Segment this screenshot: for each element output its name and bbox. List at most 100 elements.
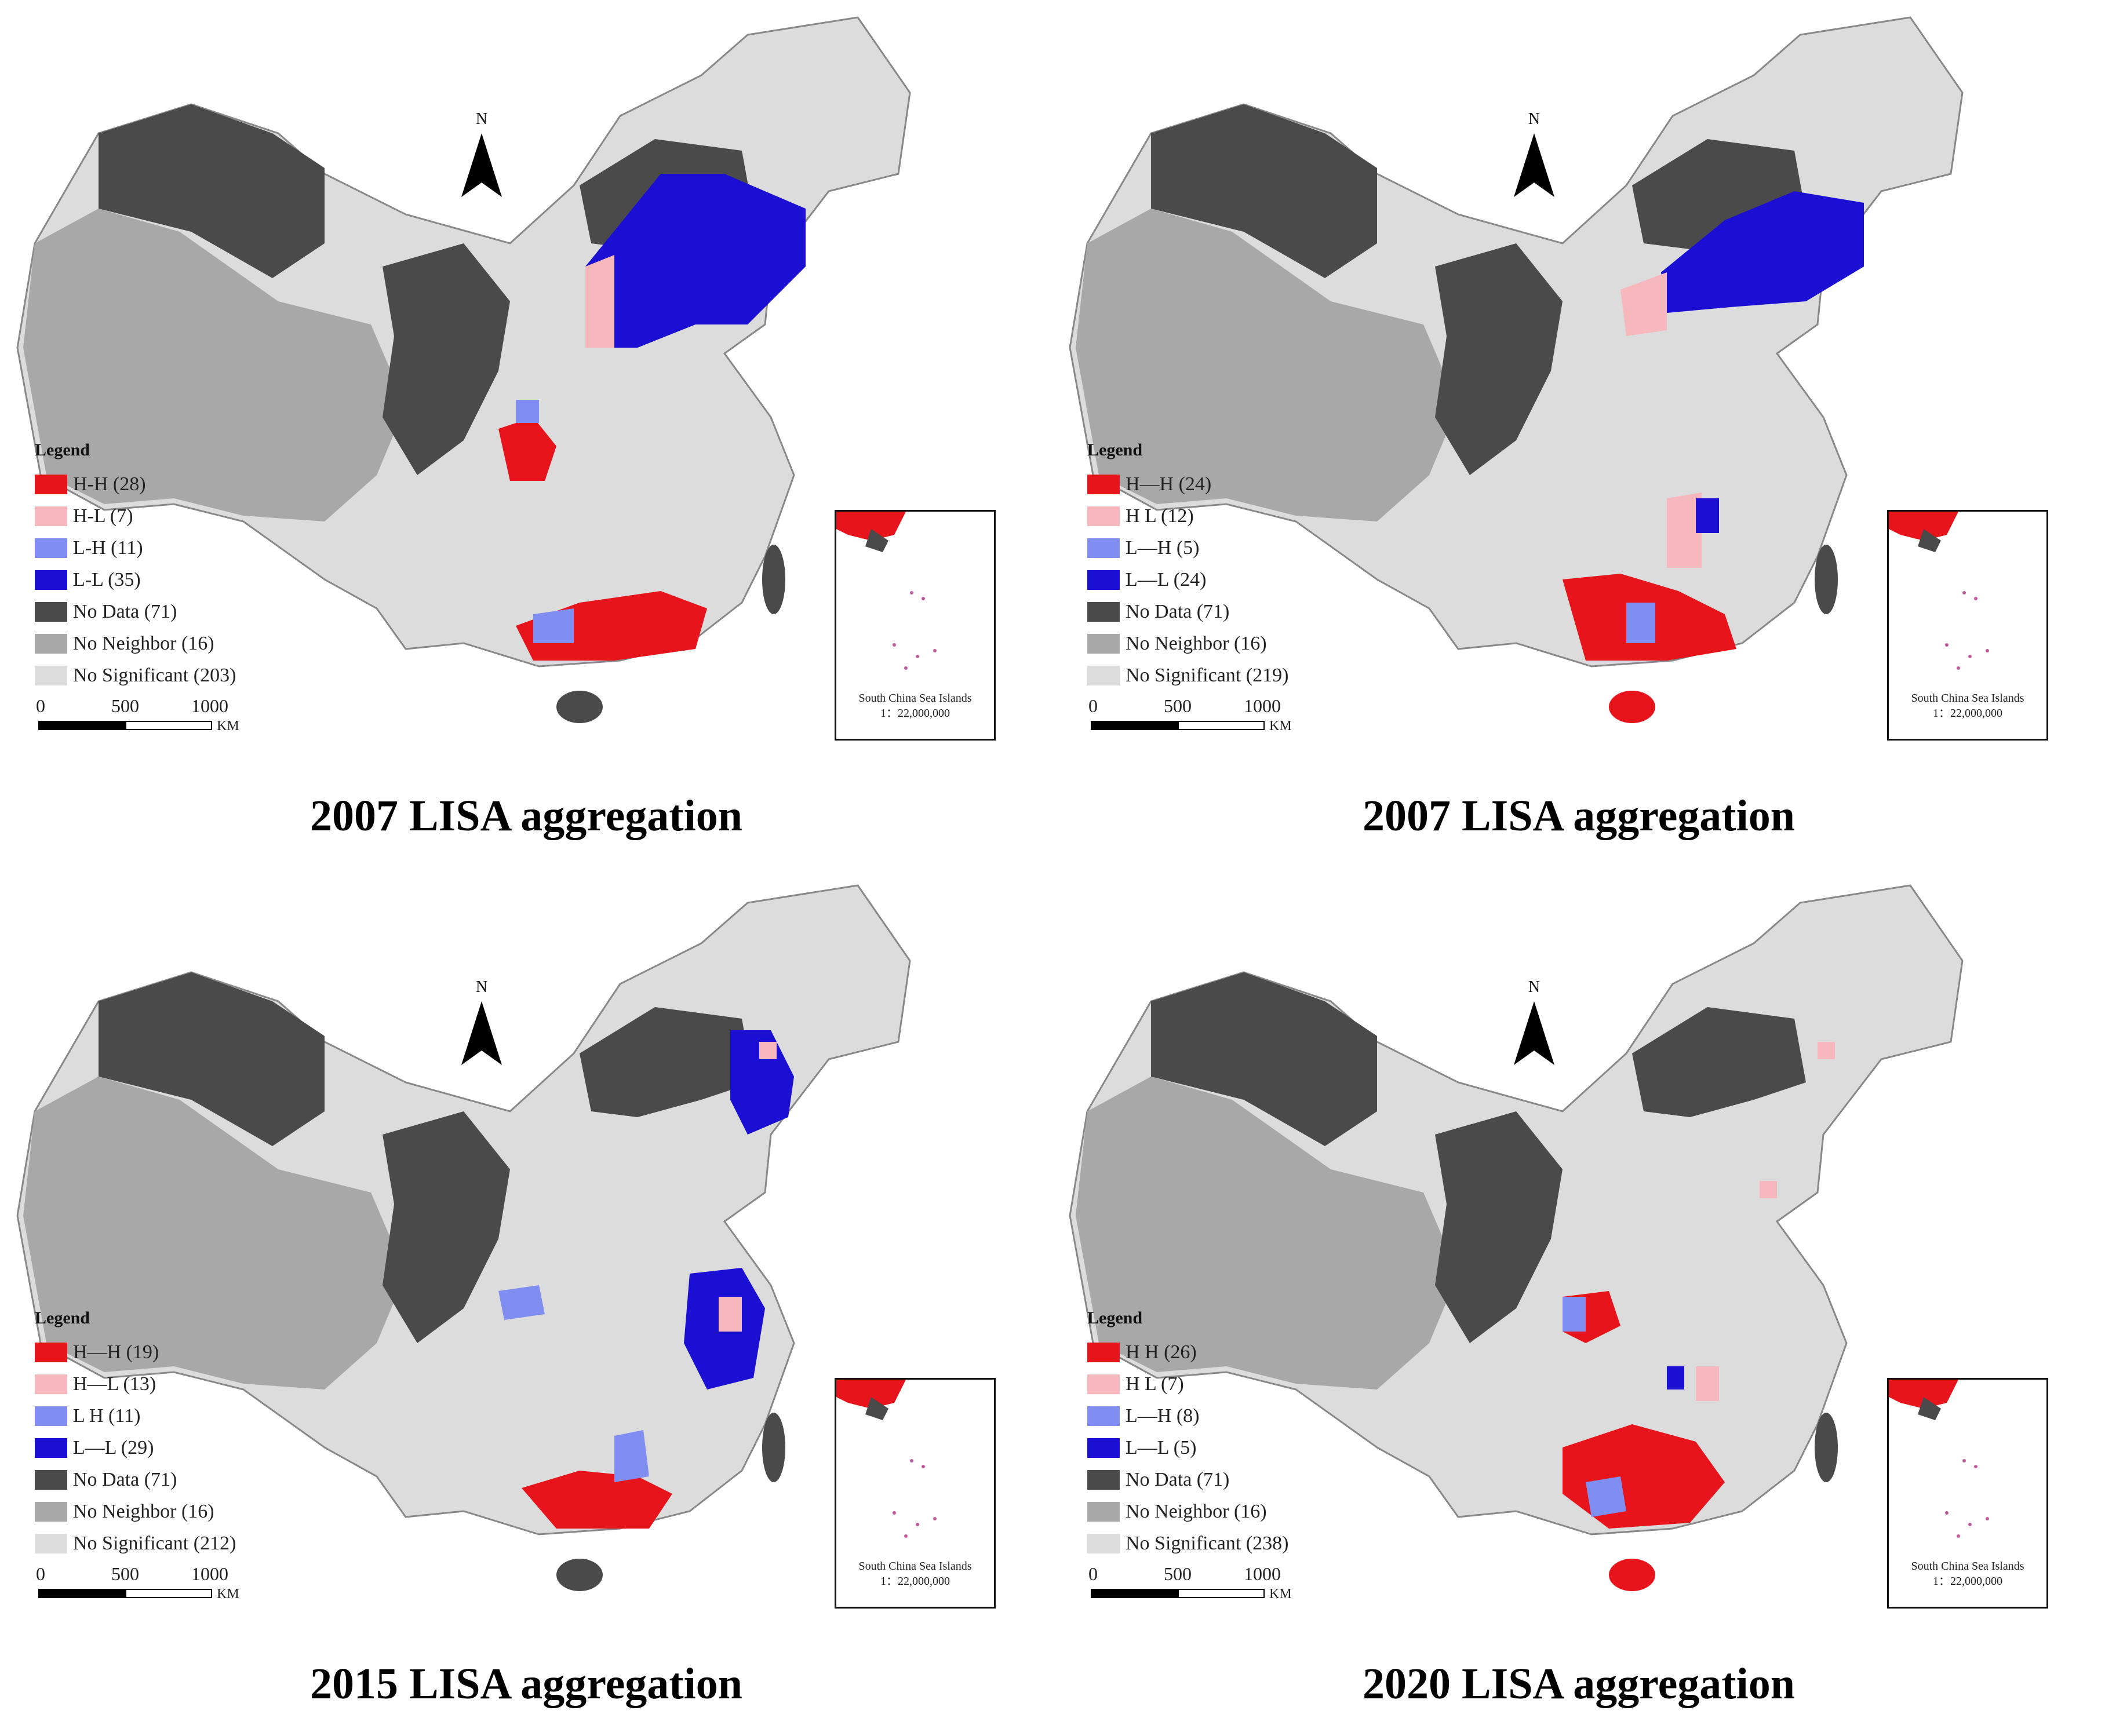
scale-segment-dark (38, 721, 125, 730)
taiwan-island (762, 545, 785, 614)
legend-label: L—L (5) (1126, 1436, 1197, 1458)
legend-label: L H (11) (73, 1405, 141, 1427)
map-panel-1: N Legend H-H (28) H-L (7) L-H (11) L-L (… (0, 0, 1052, 868)
south-china-sea-inset: South China Sea Islands 1：22,000,000 (1887, 1378, 2048, 1609)
northeast-hl-cluster (759, 1042, 777, 1059)
legend-label: No Neighbor (16) (1126, 1500, 1267, 1522)
scale-tick: 1000 (1244, 1563, 1281, 1584)
legend-item-no-significant: No Significant (203) (35, 659, 278, 691)
central-hl-cluster (1667, 493, 1702, 568)
legend-item-lh: L—H (8) (1087, 1400, 1331, 1432)
legend-swatch (35, 570, 67, 590)
central-no-data-region (383, 1111, 510, 1343)
legend-swatch (1087, 1533, 1120, 1553)
northeast-ll-cluster (585, 174, 806, 348)
scale-tick: 1000 (191, 695, 228, 716)
legend-label: H—L (13) (73, 1373, 156, 1395)
central-lh-cluster (498, 1285, 545, 1320)
china-map (16, 884, 911, 1591)
east-hl-cluster (719, 1297, 742, 1332)
scale-unit: KM (1269, 719, 1292, 734)
scale-segment-dark (1091, 1589, 1178, 1598)
legend-label: H—H (19) (73, 1341, 159, 1363)
northeast-hl-cluster (1818, 1042, 1835, 1059)
central-no-data-region (383, 243, 510, 475)
central-hh-cluster (498, 417, 556, 481)
north-arrow-icon (1514, 1001, 1554, 1065)
north-arrow-icon (1514, 133, 1554, 197)
legend-title: Legend (1087, 1308, 1143, 1327)
taiwan-island (762, 1413, 785, 1482)
scale-tick: 1000 (1244, 695, 1281, 716)
legend-swatch (1087, 1374, 1120, 1394)
legend-item-no-neighbor: No Neighbor (16) (35, 628, 278, 659)
scale-tick: 0 (1088, 1563, 1098, 1584)
legend-label: L—L (29) (73, 1436, 154, 1458)
north-label: N (475, 110, 488, 128)
north-arrow: N (1514, 110, 1554, 197)
north-label: N (475, 978, 488, 996)
legend-swatch (35, 601, 67, 622)
legend-label: No Neighbor (16) (73, 632, 214, 654)
north-arrow: N (461, 110, 502, 197)
legend-item-hl: H L (7) (1087, 1368, 1331, 1400)
legend-label: No Significant (219) (1126, 664, 1289, 686)
scale-bar: 0 500 1000 KM (1088, 695, 1292, 736)
panel-caption: 2015 LISA aggregation (309, 1660, 742, 1708)
north-arrow-icon (461, 133, 502, 197)
east-hl-cluster (1696, 1366, 1719, 1401)
legend-label: No Data (71) (73, 600, 177, 622)
legend-swatch (35, 1533, 67, 1553)
legend-label: No Neighbor (16) (1126, 632, 1267, 654)
legend-item-no-data: No Data (71) (35, 1464, 278, 1496)
hainan-island (556, 1559, 603, 1591)
south-china-sea-inset: South China Sea Islands 1：22,000,000 (1887, 510, 2048, 741)
legend-item-no-significant: No Significant (212) (35, 1527, 278, 1559)
scale-segment-light (1178, 1589, 1265, 1598)
scale-segment-dark (38, 1589, 125, 1598)
hainan-island (556, 691, 603, 723)
legend-swatch (1087, 1342, 1120, 1362)
legend-swatch (1087, 633, 1120, 654)
legend-swatch (1087, 1406, 1120, 1426)
legend-item-ll: L-L (35) (35, 564, 278, 596)
northeast-hl-cluster (1620, 272, 1667, 336)
legend-label: L—H (5) (1126, 537, 1200, 559)
map-panel-2: N Legend H—H (24) H L (12) L—H (5) L—L (… (1052, 0, 2105, 868)
legend-label: L—H (8) (1126, 1405, 1200, 1427)
legend-swatch (35, 1438, 67, 1458)
legend-swatch (35, 1469, 67, 1490)
south-lh-cluster (1626, 603, 1655, 643)
legend-item-no-data: No Data (71) (1087, 1464, 1331, 1496)
legend-item-no-significant: No Significant (219) (1087, 659, 1331, 691)
hainan-island (1609, 691, 1655, 723)
legend-swatch (35, 1406, 67, 1426)
south-lh-cluster (614, 1430, 649, 1482)
central-lh-cluster (1563, 1297, 1586, 1332)
legend-swatch (35, 1501, 67, 1522)
legend-label: L-H (11) (73, 537, 143, 559)
panel-caption: 2020 LISA aggregation (1362, 1660, 1795, 1708)
legend-swatch (35, 633, 67, 654)
legend-item-ll: L—L (24) (1087, 564, 1331, 596)
north-arrow: N (1514, 978, 1554, 1065)
legend-title: Legend (1087, 440, 1143, 459)
legend-label: H L (12) (1126, 505, 1194, 527)
legend-title: Legend (35, 1308, 90, 1327)
scale-segment-light (125, 721, 212, 730)
map-panel-4: N Legend H H (26) H L (7) L—H (8) L—L (5… (1052, 868, 2105, 1736)
legend-label: No Significant (212) (73, 1532, 236, 1554)
inset-ratio: 1：22,000,000 (880, 1575, 950, 1588)
south-lh-cluster (1586, 1476, 1626, 1517)
south-hh-cluster (522, 1471, 672, 1529)
legend-label: No Data (71) (73, 1468, 177, 1490)
legend-label: L—L (24) (1126, 568, 1207, 590)
north-arrow-icon (461, 1001, 502, 1065)
scale-tick: 500 (1164, 695, 1192, 716)
china-map (1069, 884, 1964, 1591)
legend-swatch (35, 506, 67, 526)
south-china-sea-inset: South China Sea Islands 1：22,000,000 (835, 510, 996, 741)
panel-caption: 2007 LISA aggregation (309, 792, 742, 840)
scale-tick: 500 (1164, 1563, 1192, 1584)
legend-item-ll: L—L (29) (35, 1432, 278, 1464)
